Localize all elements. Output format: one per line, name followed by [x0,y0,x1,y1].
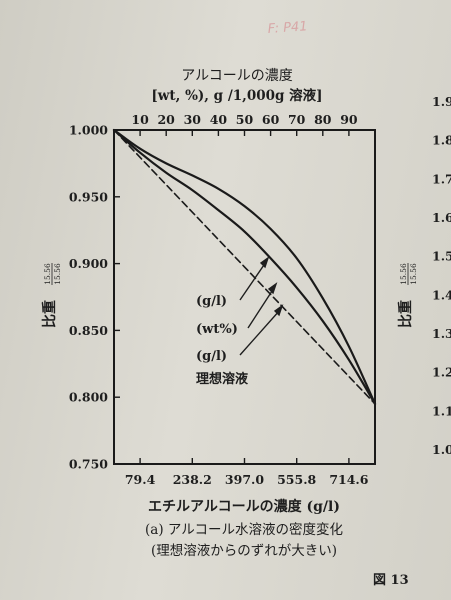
y-tick-label: 0.850 [69,323,108,338]
bottom-tick-label: 79.4 [125,472,156,487]
top-tick-label: 40 [210,112,228,127]
y-axis-label-super: 15.56 [43,263,52,285]
series-line-1 [112,128,377,405]
annotation-gl-top: (g/l) [196,294,227,309]
arrow-to-ideal [239,309,281,356]
top-tick-label: 30 [184,112,202,127]
y-axis-label-sub: 15.56 [53,263,62,285]
right-margin-tick-label: 1.5 [432,249,451,264]
y-tick-label: 0.950 [69,189,108,204]
top-axis: 10 20 30 40 50 60 70 80 90 [131,112,358,136]
annotation-gl-bottom: (g/l) [196,349,227,364]
right-margin-ylabel-super: 15.56 [399,263,408,285]
y-tick-label: 0.750 [69,457,108,472]
bottom-tick-label: 397.0 [225,472,264,487]
y-tick-label: 0.800 [69,390,108,405]
y-axis: 0.750 0.800 0.850 0.900 0.950 1.000 [69,123,120,472]
arrowhead-gl [259,256,270,269]
plot-frame [113,129,376,465]
right-margin-ylabel-sub: 15.56 [409,263,418,285]
bottom-tick-label: 555.8 [277,472,316,487]
margin-note: F: P41 [267,19,308,37]
right-margin-tick-label: 1.8 [432,133,451,148]
right-margin-ylabel: 比重 [397,300,414,328]
y-axis-label-group: 比重 15.56 15.56 [41,263,62,328]
top-tick-label: 70 [288,112,306,127]
top-tick-label: 50 [236,112,254,127]
top-tick-label: 90 [340,112,358,127]
right-margin-tick-label: 1.9 [432,94,451,109]
bottom-axis: 79.4 238.2 397.0 555.8 714.6 [125,458,369,487]
top-tick-label: 20 [157,112,175,127]
series-layer [112,128,377,405]
right-margin-tick-label: 1.3 [432,326,451,341]
right-margin-ylabel-group: 比重 15.56 15.56 [397,263,418,328]
arrowhead-ideal [273,304,284,317]
arrow-to-wt [247,287,275,329]
right-margin-tick-label: 1.1 [432,403,451,418]
annotation-arrows [239,256,284,356]
right-margin-tick-label: 1.2 [432,365,451,380]
caption-line-1: (a) アルコール水溶液の密度変化 [145,521,343,538]
y-axis-label: 比重 [41,300,58,328]
annotation-ideal: 理想溶液 [196,371,248,387]
arrow-to-gl [239,261,267,301]
right-margin-tick-label: 1.7 [432,171,451,186]
caption-line-2: (理想溶液からのずれが大きい) [151,543,337,559]
top-tick-label: 80 [314,112,332,127]
annotation-wt: (wt%) [196,322,238,337]
y-tick-label: 1.000 [69,123,108,138]
series-line-0 [112,128,377,405]
arrowhead-wt [267,282,278,295]
top-tick-label: 10 [131,112,149,127]
right-margin-ticks: 1.9 1.8 1.7 1.6 1.5 1.4 1.3 1.2 1.1 1.0 [432,94,451,457]
right-margin-tick-label: 1.6 [432,210,451,225]
bottom-tick-label: 714.6 [329,472,368,487]
right-margin-tick-label: 1.0 [432,442,451,457]
right-margin-tick-label: 1.4 [432,287,451,302]
bottom-tick-label: 238.2 [173,472,212,487]
y-tick-label: 0.900 [69,256,108,271]
series-line-2 [113,129,376,405]
x-axis-label: エチルアルコールの濃度 (g/l) [148,498,340,515]
figure-label: 図 13 [373,573,409,588]
chart-title: アルコールの濃度 [181,68,293,84]
top-tick-label: 60 [262,112,280,127]
chart-title-units: [wt, %), g /1,000g 溶液] [151,87,322,104]
